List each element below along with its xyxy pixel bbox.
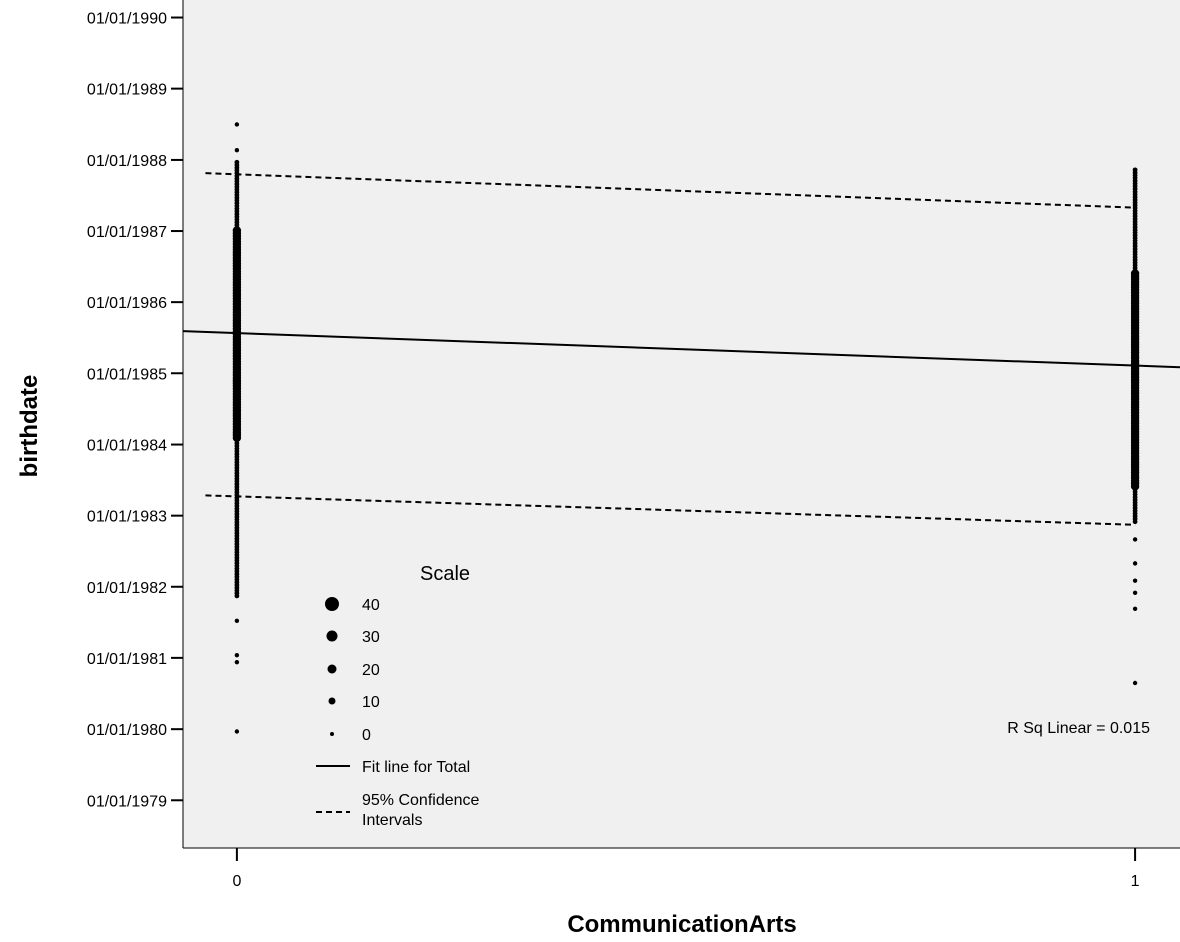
y-tick-label: 01/01/1989 [87, 82, 167, 99]
y-tick-label: 01/01/1990 [87, 11, 167, 28]
data-point [1132, 680, 1138, 686]
y-axis-title: birthdate [16, 375, 43, 478]
legend: Scale 40 30 20 10 0 Fit line for Total 9… [316, 563, 480, 829]
data-point [1132, 590, 1138, 596]
y-tick-label: 01/01/1987 [87, 224, 167, 241]
y-ticks: 01/01/1979 01/01/1980 01/01/1981 01/01/1982… [87, 11, 183, 810]
data-point [234, 618, 240, 624]
y-tick-label: 01/01/1988 [87, 153, 167, 170]
ci-lower-line [205, 494, 1136, 526]
ci-upper-line [205, 172, 1136, 209]
legend-fit-line-label: Fit line for Total [362, 759, 470, 776]
data-point [1132, 167, 1138, 173]
data-point [234, 729, 240, 734]
legend-size-marker-20 [327, 664, 337, 674]
data-point [234, 147, 240, 153]
x-tick-label: 0 [232, 873, 241, 890]
y-tick-label: 01/01/1984 [87, 438, 167, 455]
data-point [234, 122, 240, 127]
legend-size-label-10: 10 [362, 694, 380, 711]
y-tick-label: 01/01/1981 [87, 651, 167, 668]
x-axis-title: CommunicationArts [567, 911, 796, 938]
y-tick-label: 01/01/1983 [87, 509, 167, 526]
data-point [1132, 537, 1138, 542]
data-point [1132, 606, 1138, 611]
lines-layer [182, 172, 1180, 526]
y-tick-label: 01/01/1986 [87, 295, 167, 312]
legend-size-marker-40 [325, 597, 339, 611]
data-point [234, 659, 240, 665]
y-tick-label: 01/01/1980 [87, 722, 167, 739]
r-squared-annotation: R Sq Linear = 0.015 [1007, 720, 1150, 737]
legend-size-label-0: 0 [362, 727, 371, 744]
plot-background [183, 0, 1180, 848]
legend-title: Scale [420, 563, 470, 585]
y-tick-label: 01/01/1982 [87, 580, 167, 597]
legend-size-marker-10 [328, 697, 336, 705]
y-tick-label: 01/01/1979 [87, 793, 167, 810]
data-point [234, 159, 240, 165]
legend-size-label-40: 40 [362, 597, 380, 614]
legend-ci-label: 95% Confidence Intervals [362, 792, 480, 829]
y-tick-label: 01/01/1985 [87, 366, 167, 383]
x-tick-label: 1 [1131, 873, 1140, 890]
data-point [234, 652, 240, 658]
legend-size-marker-30 [326, 630, 338, 642]
data-point [1132, 561, 1138, 566]
points-layer [232, 122, 1140, 734]
legend-size-label-20: 20 [362, 662, 380, 679]
legend-size-label-30: 30 [362, 629, 380, 646]
data-point [1132, 578, 1138, 583]
legend-size-marker-0 [330, 732, 334, 736]
fit-line [182, 330, 1180, 369]
